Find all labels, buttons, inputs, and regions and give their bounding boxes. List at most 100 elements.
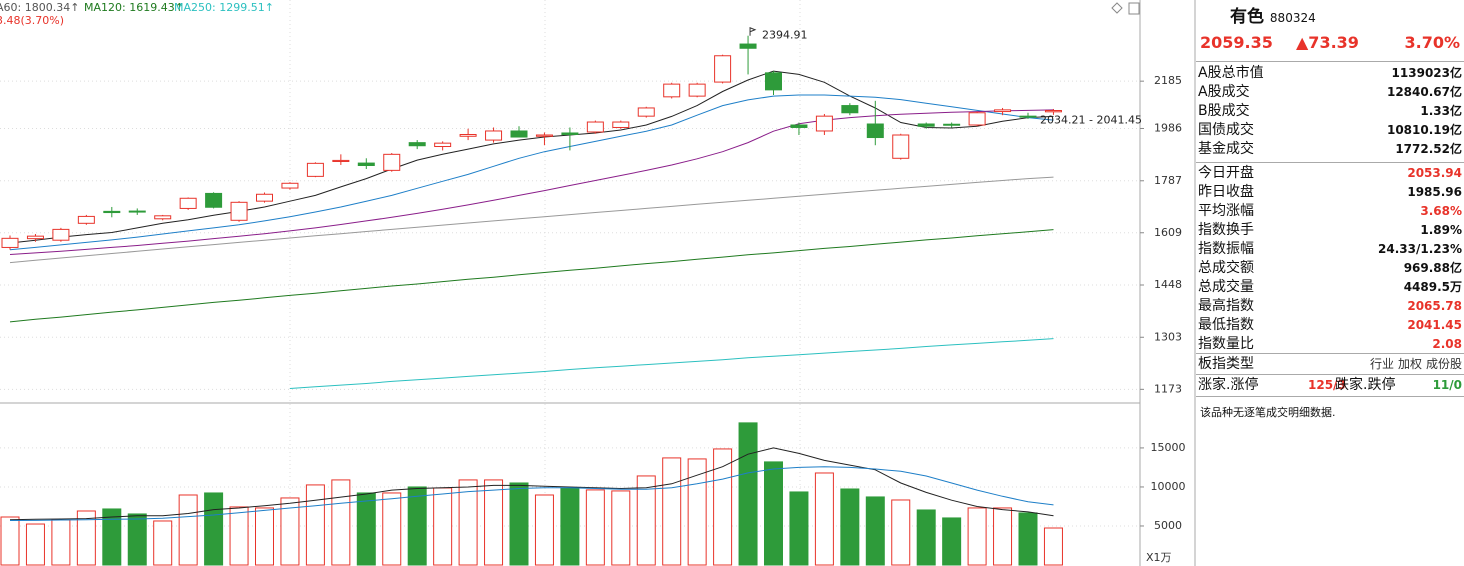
- candle-body: [586, 121, 604, 133]
- value: 2.08: [1432, 337, 1462, 351]
- volume-bar: [840, 488, 860, 566]
- candle-body: [383, 153, 401, 171]
- volume-bar: [178, 494, 198, 566]
- candle-body: [459, 133, 477, 137]
- volume-bar: [25, 523, 45, 566]
- candle-body: [688, 83, 706, 97]
- volume-bar: [865, 496, 885, 566]
- volume-bar: [0, 516, 20, 566]
- candle-body: [714, 55, 732, 83]
- label: 国债成交: [1198, 122, 1254, 138]
- option[interactable]: 加权: [1397, 357, 1422, 371]
- volume-bar: [534, 494, 554, 566]
- y-tick-label: 5000: [1154, 519, 1182, 532]
- y-tick-label: 1609: [1154, 226, 1182, 239]
- y-tick-label: 1173: [1154, 382, 1182, 395]
- value: 12840.67亿: [1386, 85, 1462, 99]
- candle-body: [256, 193, 273, 202]
- volume-bar: [382, 492, 402, 566]
- option[interactable]: 行业: [1369, 357, 1394, 371]
- candle-body: [154, 215, 172, 220]
- volume-bar: [738, 422, 758, 566]
- candle-body: [306, 162, 324, 177]
- label: 板指类型: [1198, 356, 1254, 372]
- tool-icon[interactable]: [1111, 2, 1123, 14]
- label: 总成交量: [1198, 279, 1254, 295]
- volume-bar: [280, 497, 300, 566]
- volume-bar: [76, 510, 96, 566]
- volume-bar: [942, 517, 962, 566]
- volume-bar: [407, 486, 427, 566]
- y-tick-label: 1303: [1154, 330, 1182, 343]
- ma-line: [9, 229, 1054, 323]
- volume-bar: [509, 482, 529, 566]
- info-row: A股成交 12840.67亿: [1198, 83, 1462, 102]
- volume-bar: [993, 507, 1013, 566]
- info-row: 国债成交 10810.19亿: [1198, 121, 1462, 140]
- volume-bar: [305, 484, 325, 566]
- info-row: 指数振幅 24.33/1.23%: [1198, 240, 1462, 259]
- candle-body: [434, 142, 452, 148]
- y-tick-label: 15000: [1151, 441, 1186, 454]
- separator: [1196, 61, 1464, 62]
- volume-bar: [433, 487, 453, 566]
- annotation: 2394.91: [762, 29, 808, 42]
- volume-bar: [764, 461, 783, 566]
- ma-line: [9, 94, 1054, 251]
- value: 1.33亿: [1420, 104, 1462, 118]
- candle-body: [128, 210, 146, 213]
- option[interactable]: 成份股: [1425, 357, 1462, 371]
- y-tick-label: 1448: [1154, 278, 1182, 291]
- volume-bar: [458, 479, 478, 566]
- candle-body: [485, 130, 503, 141]
- label: 总成交额: [1198, 260, 1254, 276]
- candle-body: [408, 142, 426, 147]
- candle-body: [790, 124, 808, 128]
- candle-body: [103, 210, 121, 214]
- label: 指数振幅: [1198, 241, 1254, 257]
- volume-bar: [102, 508, 122, 566]
- options: 行业 加权 成份股: [1366, 355, 1462, 374]
- candle-body: [815, 115, 833, 132]
- volume-bar: [484, 479, 504, 566]
- info-row: 今日开盘 2053.94: [1198, 164, 1462, 183]
- volume-bar: [789, 491, 809, 566]
- value: 1985.96: [1407, 185, 1462, 199]
- label: B股成交: [1198, 103, 1250, 119]
- info-row: 指数量比 2.08: [1198, 335, 1462, 354]
- unit-label: X1万: [1146, 551, 1172, 564]
- value: 4489.5万: [1403, 280, 1462, 294]
- label: 涨家.涨停: [1198, 377, 1259, 393]
- value: 2053.94: [1407, 166, 1462, 180]
- value: 24.33/1.23%: [1378, 242, 1462, 256]
- candle-body: [765, 72, 782, 91]
- label: 昨日收盘: [1198, 184, 1254, 200]
- legend-entry: MA120: 1619.43↑: [84, 1, 184, 14]
- candle-body: [994, 109, 1012, 113]
- value: 10810.19亿: [1386, 123, 1462, 137]
- candle-body: [1019, 115, 1037, 118]
- candle-body: [357, 162, 375, 166]
- info-row: 总成交额 969.88亿: [1198, 259, 1462, 278]
- legend-entry: A60: 1800.34↑: [0, 1, 79, 14]
- ma-line: [289, 338, 1054, 389]
- volume-bar: [153, 520, 173, 566]
- candle-body: [332, 159, 350, 162]
- candle-body: [230, 201, 248, 221]
- ma-line: [9, 447, 1054, 521]
- volume-bar: [967, 507, 987, 566]
- side-panel: 有色 880324 2059.35 ▲73.39 3.70% A股总市值 1139…: [1196, 0, 1464, 566]
- candle-body: [917, 123, 935, 127]
- info-row: 总成交量 4489.5万: [1198, 278, 1462, 297]
- updown-row: 涨家.涨停 125/3 跌家.跌停 11/0: [1198, 376, 1462, 395]
- value: 125/3: [1308, 378, 1346, 392]
- candle-body: [892, 134, 910, 159]
- tool-icon[interactable]: [1128, 2, 1140, 15]
- label: A股成交: [1198, 84, 1250, 100]
- candle-body: [739, 43, 757, 49]
- price: 2059.35: [1200, 33, 1273, 52]
- candle-body: [77, 215, 95, 224]
- label: 最低指数: [1198, 317, 1254, 333]
- label: 基金成交: [1198, 141, 1254, 157]
- separator: [1196, 374, 1464, 375]
